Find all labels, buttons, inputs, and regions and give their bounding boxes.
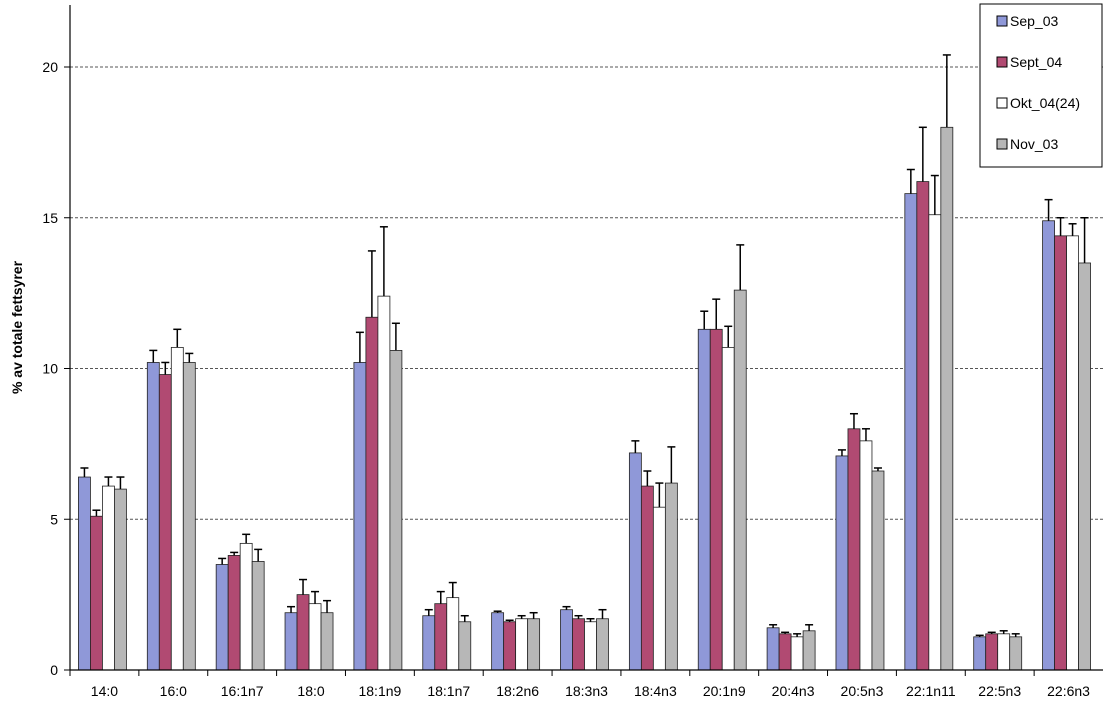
- bar-sep-03-18-3n3: [560, 609, 573, 671]
- x-tick-label: 16:1n7: [221, 683, 264, 699]
- y-tick-label: 5: [50, 511, 58, 527]
- bar-sept-04-18-1n7: [434, 603, 448, 671]
- bar-okt-04-24--20-1n9: [721, 346, 735, 671]
- bar-okt-04-24--14-0: [102, 485, 115, 671]
- bar-sep-03-22-6n3: [1042, 220, 1055, 671]
- bar-sep-03-16-1n7: [215, 564, 229, 671]
- bar-sep-03-18-0: [284, 612, 298, 671]
- bar-sept-04-20-4n3: [778, 633, 792, 671]
- y-tick-label: 0: [50, 662, 58, 678]
- bar-okt-04-24--20-5n3: [859, 440, 873, 671]
- bar-okt-04-24--18-3n3: [584, 621, 597, 671]
- x-tick-label: 18:3n3: [565, 683, 608, 699]
- bar-nov-03-14-0: [114, 488, 127, 671]
- bar-nov-03-18-3n3: [596, 618, 609, 671]
- x-tick-label: 18:1n9: [358, 683, 401, 699]
- bar-sep-03-18-2n6: [491, 612, 505, 671]
- y-tick-label: 20: [42, 59, 58, 75]
- bar-okt-04-24--18-4n3: [652, 506, 666, 671]
- bar-sept-04-20-1n9: [709, 328, 723, 671]
- bar-nov-03-20-1n9: [733, 289, 747, 671]
- bar-sep-03-18-1n9: [353, 362, 367, 671]
- bar-nov-03-18-2n6: [527, 618, 541, 671]
- bar-okt-04-24--18-2n6: [515, 618, 529, 671]
- bar-sept-04-22-5n3: [985, 633, 999, 671]
- legend-swatch: [996, 15, 1008, 27]
- bar-sep-03-22-1n11: [904, 193, 918, 671]
- x-tick-label: 18:2n6: [496, 683, 539, 699]
- x-tick-label: 20:5n3: [841, 683, 884, 699]
- y-axis-label: % av totale fettsyrer: [9, 260, 25, 394]
- bar-nov-03-18-0: [320, 612, 334, 671]
- bar-sep-03-22-5n3: [973, 636, 987, 671]
- bar-sept-04-22-1n11: [916, 181, 930, 671]
- legend-label: Nov_03: [1010, 136, 1058, 152]
- bar-nov-03-16-1n7: [251, 561, 265, 671]
- x-tick-label: 22:6n3: [1047, 683, 1090, 699]
- x-tick-label: 20:1n9: [703, 683, 746, 699]
- bar-okt-04-24--18-1n7: [446, 597, 460, 671]
- x-tick-label: 22:5n3: [978, 683, 1021, 699]
- bar-sep-03-20-1n9: [697, 328, 711, 671]
- legend-label: Sept_04: [1010, 54, 1062, 70]
- bar-nov-03-18-4n3: [664, 482, 678, 671]
- x-tick-label: 18:1n7: [427, 683, 470, 699]
- bar-okt-04-24--18-0: [308, 603, 322, 671]
- bar-nov-03-22-6n3: [1078, 262, 1091, 671]
- bar-okt-04-24--18-1n9: [377, 295, 391, 671]
- legend-label: Sep_03: [1010, 13, 1058, 29]
- y-tick-label: 10: [42, 361, 58, 377]
- bar-okt-04-24--16-0: [170, 346, 184, 671]
- x-tick-label: 18:0: [297, 683, 324, 699]
- bar-sep-03-18-4n3: [628, 452, 642, 671]
- bar-sept-04-16-1n7: [227, 555, 241, 671]
- bars: [78, 54, 1091, 671]
- bar-sept-04-20-5n3: [847, 428, 861, 671]
- bar-nov-03-18-1n7: [458, 621, 472, 671]
- legend-swatch: [996, 97, 1008, 109]
- bar-sept-04-18-0: [296, 594, 310, 671]
- bar-sept-04-18-2n6: [503, 621, 517, 671]
- bar-sept-04-18-1n9: [365, 316, 379, 671]
- bar-sep-03-16-0: [146, 362, 160, 671]
- bar-okt-04-24--22-6n3: [1066, 235, 1079, 671]
- bar-nov-03-20-5n3: [871, 470, 885, 671]
- bar-sep-03-20-4n3: [766, 627, 780, 671]
- legend-swatch: [996, 138, 1008, 150]
- x-tick-label: 16:0: [160, 683, 187, 699]
- bar-nov-03-16-0: [182, 362, 196, 671]
- bar-nov-03-22-5n3: [1009, 636, 1023, 671]
- bar-okt-04-24--20-4n3: [790, 636, 804, 671]
- bar-sep-03-20-5n3: [835, 455, 849, 671]
- bar-sept-04-22-6n3: [1054, 235, 1067, 671]
- axes: 0 5 10 15 20 14:0 16:0 16:1n7 18:0 18:1n9 18:1n7 18…: [42, 5, 1103, 699]
- bar-sep-03-18-1n7: [422, 615, 436, 671]
- legend-swatch: [996, 56, 1008, 68]
- x-tick-label: 14:0: [91, 683, 118, 699]
- y-tick-label: 15: [42, 210, 58, 226]
- legend-label: Okt_04(24): [1010, 95, 1080, 111]
- legend: Sep_03 Sept_04 Okt_04(24) Nov_03: [979, 3, 1103, 168]
- bar-okt-04-24--22-1n11: [928, 214, 942, 671]
- bar-nov-03-22-1n11: [940, 126, 954, 671]
- bar-sep-03-14-0: [78, 476, 91, 671]
- bar-sept-04-18-3n3: [572, 618, 585, 671]
- bar-sept-04-18-4n3: [640, 485, 654, 671]
- bar-nov-03-20-4n3: [802, 630, 816, 671]
- bar-sept-04-14-0: [90, 515, 103, 671]
- bar-sept-04-16-0: [158, 374, 172, 671]
- bar-nov-03-18-1n9: [389, 350, 403, 671]
- x-tick-label: 18:4n3: [634, 683, 677, 699]
- bar-okt-04-24--16-1n7: [239, 542, 253, 671]
- x-tick-label: 22:1n11: [906, 683, 956, 699]
- bar-okt-04-24--22-5n3: [997, 633, 1011, 671]
- x-tick-label: 20:4n3: [772, 683, 815, 699]
